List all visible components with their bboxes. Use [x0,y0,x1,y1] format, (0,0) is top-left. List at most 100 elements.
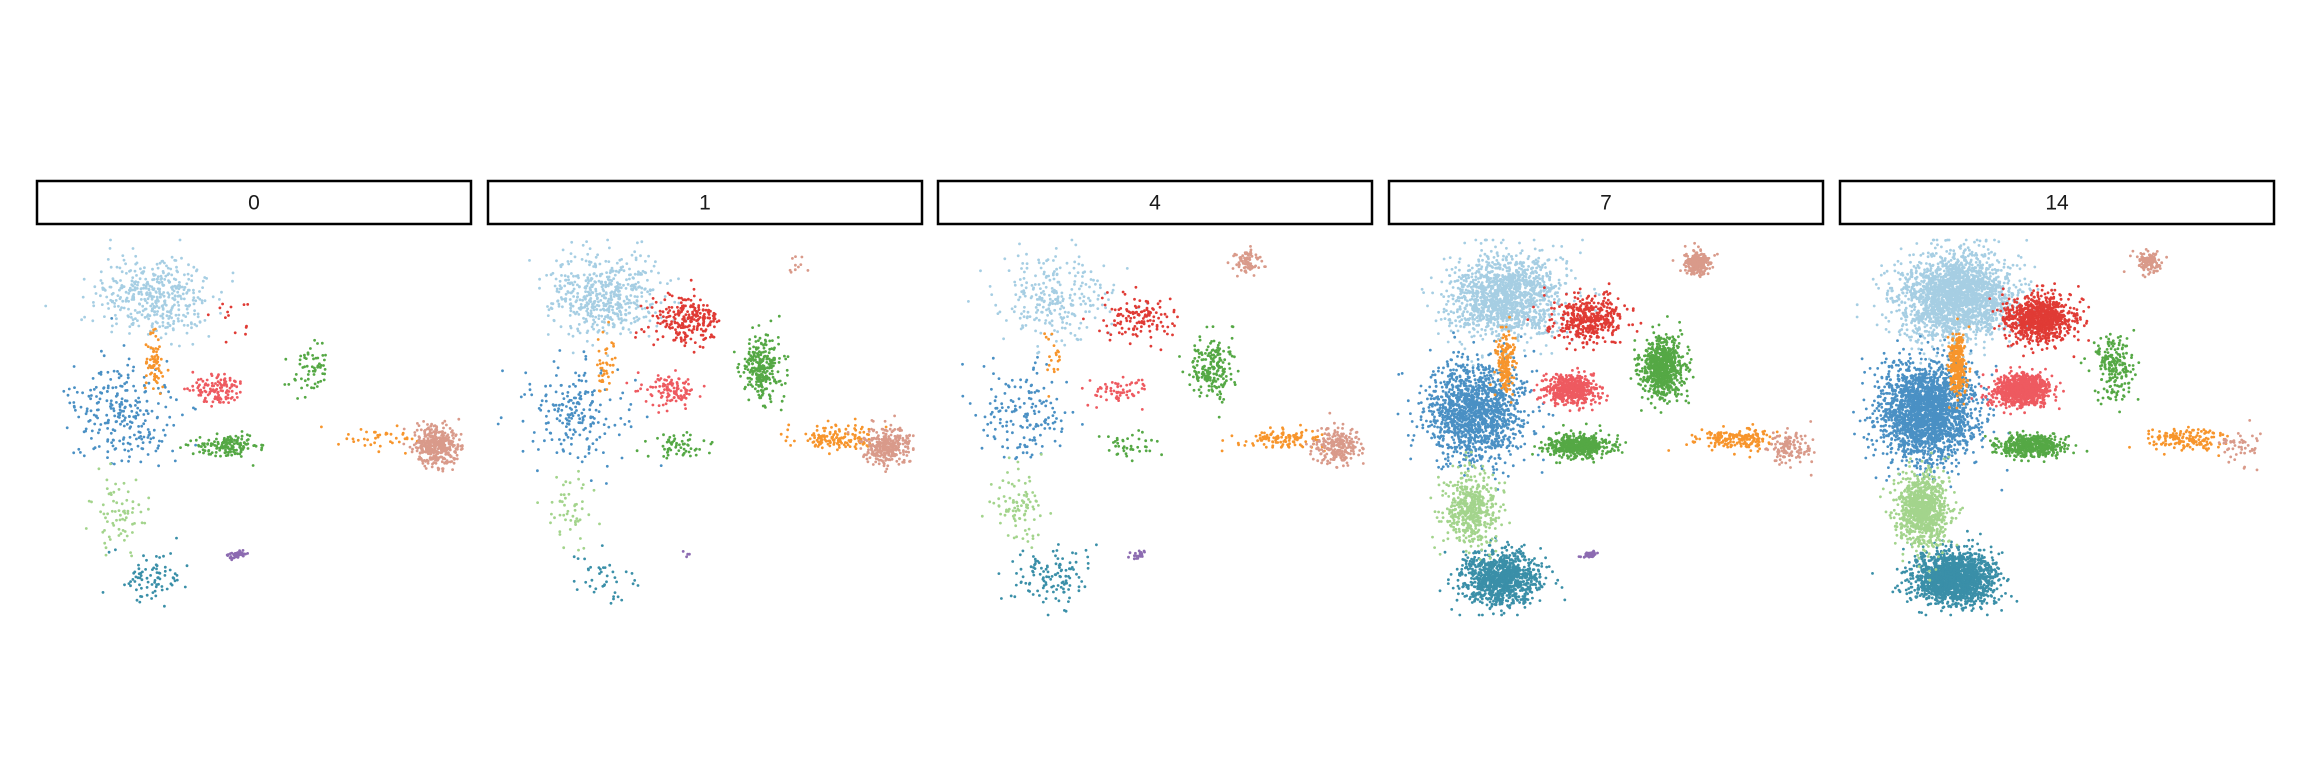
scatter-point [128,325,132,328]
scatter-point [1118,394,1122,397]
scatter-point [216,440,220,444]
scatter-point [142,435,146,439]
scatter-point [1210,385,1214,388]
scatter-point [198,320,202,324]
scatter-point [113,429,117,432]
scatter-point [1084,302,1087,306]
scatter-point [218,306,222,310]
scatter-point [235,448,238,452]
scatter-point [168,314,172,318]
scatter-point [759,341,763,345]
scatter-point [608,363,612,367]
scatter-point [824,439,828,443]
scatter-point [106,386,110,390]
scatter-point [1003,257,1007,261]
scatter-point [1060,291,1064,295]
scatter-point [684,407,687,410]
scatter-point [1052,277,1056,281]
scatter-point [1032,286,1035,290]
scatter-point [640,240,644,244]
scatter-point [118,416,121,419]
scatter-point [568,385,571,388]
cluster-green_right [1178,325,1240,419]
scatter-point [661,335,665,339]
scatter-point [134,280,138,283]
scatter-point [201,286,205,289]
scatter-point [979,269,982,273]
scatter-point [560,408,564,412]
scatter-point [94,385,98,389]
scatter-point [82,454,86,458]
scatter-point [812,440,816,444]
scatter-point [893,428,897,431]
scatter-point [902,458,906,462]
scatter-point [1028,500,1032,504]
scatter-point [128,420,132,424]
scatter-point [580,507,584,511]
scatter-point [684,341,688,345]
scatter-point [715,320,719,324]
scatter-point [584,379,588,383]
scatter-point [995,406,999,410]
scatter-point [115,393,119,397]
scatter-point [238,390,242,394]
scatter-point [986,434,989,437]
scatter-point [99,370,103,374]
scatter-point [640,295,644,298]
scatter-point [110,330,114,334]
scatter-point [625,381,629,385]
scatter-point [1046,422,1050,426]
scatter-point [203,319,207,322]
scatter-point [1228,352,1232,356]
scatter-point [589,423,593,426]
scatter-point [624,313,628,316]
scatter-point [391,441,394,445]
scatter-point [1137,437,1141,441]
scatter-point [1115,453,1119,456]
scatter-point [127,315,130,319]
scatter-point [124,516,128,520]
scatter-point [784,439,788,443]
scatter-point [662,384,666,388]
scatter-point [1016,504,1020,508]
scatter-point [566,391,570,394]
scatter-point [1025,266,1029,270]
scatter-point [129,404,133,408]
scatter-point [169,312,173,315]
scatter-point [169,582,173,586]
scatter-point [121,442,125,446]
scatter-point [560,274,563,277]
scatter-point [142,422,146,426]
scatter-point [1219,375,1223,378]
scatter-point [608,304,611,308]
scatter-point [424,446,428,450]
scatter-point [426,452,430,455]
scatter-point [890,430,894,434]
scatter-point [369,443,373,447]
scatter-point [677,296,681,300]
scatter-point [627,420,631,423]
scatter-point [1036,308,1040,312]
scatter-point [164,405,168,409]
scatter-point [217,373,220,377]
scatter-point [634,256,638,260]
scatter-point [756,379,760,383]
scatter-point [1054,573,1058,577]
scatter-point [629,284,633,288]
scatter-point [777,342,780,346]
scatter-point [1027,390,1031,393]
scatter-point [1040,310,1044,314]
scatter-point [578,417,582,421]
scatter-point [120,459,124,463]
scatter-point [160,277,164,280]
scatter-point [179,446,182,449]
scatter-point [634,336,637,339]
scatter-point [1201,370,1205,374]
scatter-point [644,271,648,275]
scatter-point [150,371,154,375]
scatter-point [616,595,620,599]
scatter-point [1017,479,1021,482]
scatter-point [1134,285,1138,289]
scatter-point [423,435,427,438]
